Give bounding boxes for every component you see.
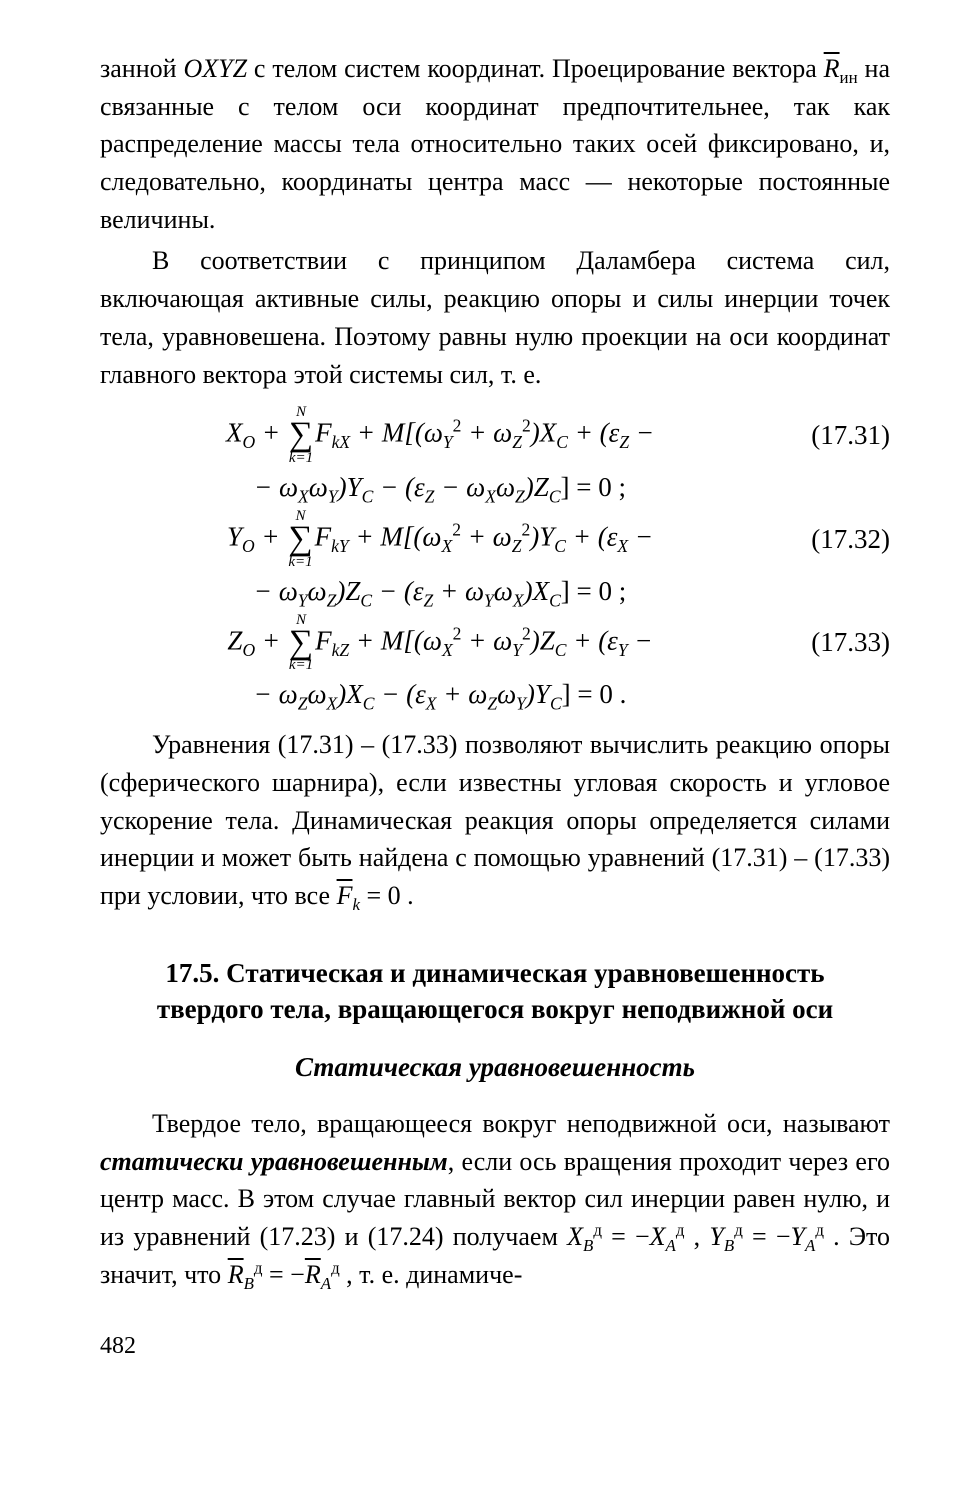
math-inline: YBд = −YAд — [709, 1222, 824, 1251]
equation-number: (17.32) — [780, 520, 890, 559]
equation-17-32-line1: YO + N∑k=1FkY + M[(ωX2 + ωZ2)YC + (εX − … — [100, 509, 890, 570]
sum-symbol: N∑k=1 — [289, 613, 313, 674]
equations-block: XO + N∑k=1FkX + M[(ωY2 + ωZ2)XC + (εZ − … — [100, 405, 890, 714]
text: , — [684, 1222, 709, 1251]
math-inline: RBд = −RAд — [228, 1260, 340, 1289]
equation-17-32-line2: − ωYωZ)ZC − (εZ + ωYωX)XC] = 0 ; — [100, 572, 890, 611]
paragraph-4: Твердое тело, вращающееся вокруг неподви… — [100, 1105, 890, 1293]
page: занной OXYZ с телом систем координат. Пр… — [0, 0, 980, 1404]
paragraph-3: Уравнения (17.31) – (17.33) позволяют вы… — [100, 726, 890, 914]
term-oxyz: OXYZ — [183, 54, 247, 83]
vector-rin: Rин — [824, 54, 858, 83]
subsection-heading: Статическая уравновешенность — [100, 1048, 890, 1087]
paragraph-1: занной OXYZ с телом систем координат. Пр… — [100, 50, 890, 238]
text: = 0 . — [360, 881, 414, 910]
equation-17-33-line2: − ωZωX)XC − (εX + ωZωY)YC] = 0 . — [100, 675, 890, 714]
text: Уравнения (17.31) – (17.33) позволяют вы… — [100, 730, 890, 910]
text: с телом систем координат. Проецирование … — [247, 54, 824, 83]
equation-17-31-line2: − ωXωY)YC − (εZ − ωXωZ)ZC] = 0 ; — [100, 468, 890, 507]
section-heading: 17.5. Статическая и динамическая уравнов… — [140, 955, 850, 1028]
sum-symbol: N∑k=1 — [288, 509, 312, 570]
math-inline: XBд = −XAд — [567, 1222, 684, 1251]
equation-17-33-line1: ZO + N∑k=1FkZ + M[(ωX2 + ωY2)ZC + (εY − … — [100, 613, 890, 674]
text: Твердое тело, вращающееся вокруг неподви… — [152, 1109, 890, 1138]
page-number: 482 — [100, 1329, 890, 1364]
equation-17-31-line1: XO + N∑k=1FkX + M[(ωY2 + ωZ2)XC + (εZ − … — [100, 405, 890, 466]
text: занной — [100, 54, 183, 83]
equation-number: (17.31) — [780, 416, 890, 455]
vector-fk: Fk — [337, 881, 360, 910]
text: , т. е. динамиче- — [340, 1260, 523, 1289]
emphasis: статически уравновешенным — [100, 1147, 448, 1176]
paragraph-2: В соответствии с принципом Даламбера сис… — [100, 242, 890, 393]
equation-number: (17.33) — [780, 623, 890, 662]
sum-symbol: N∑k=1 — [289, 405, 313, 466]
